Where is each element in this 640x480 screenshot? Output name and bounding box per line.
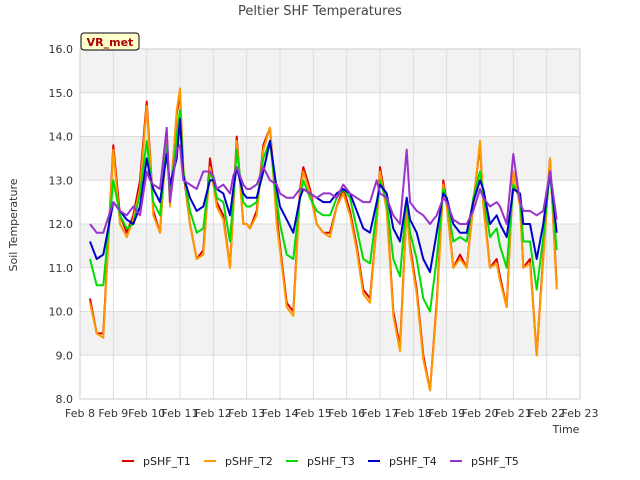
x-tick-label: Feb 15: [295, 407, 332, 420]
legend-label-pSHF_T2: pSHF_T2: [225, 455, 273, 468]
legend-label-pSHF_T1: pSHF_T1: [143, 455, 191, 468]
chart-title: Peltier SHF Temperatures: [238, 4, 402, 19]
x-tick-label: Feb 17: [362, 407, 399, 420]
plot-band: [80, 136, 580, 181]
y-axis-label: Soil Temperature: [7, 178, 20, 271]
x-tick-label: Feb 14: [262, 407, 299, 420]
y-tick-label: 8.0: [56, 393, 74, 406]
y-tick-label: 13.0: [49, 174, 74, 187]
y-tick-label: 15.0: [49, 87, 74, 100]
x-axis-label: Time: [552, 423, 580, 436]
x-tick-label: Feb 11: [162, 407, 199, 420]
x-tick-label: Feb 13: [228, 407, 265, 420]
y-tick-label: 11.0: [49, 262, 74, 275]
x-tick-label: Feb 22: [528, 407, 565, 420]
y-tick-label: 16.0: [49, 43, 74, 56]
x-tick-label: Feb 18: [395, 407, 432, 420]
vr-met-label: VR_met: [87, 36, 134, 49]
x-tick-label: Feb 12: [195, 407, 232, 420]
y-tick-label: 9.0: [56, 349, 74, 362]
x-tick-label: Feb 21: [495, 407, 532, 420]
plot-border: [79, 48, 581, 400]
legend: pSHF_T1 pSHF_T2 pSHF_T3 pSHF_T4 pSHF_T5: [122, 455, 519, 468]
series-line-pSHF_T5: [89, 126, 558, 234]
vr-met-badge: VR_met: [80, 32, 140, 51]
x-tick-label: Feb 19: [428, 407, 465, 420]
plot-band: [80, 49, 580, 93]
x-tick-label: Feb 9: [98, 407, 128, 420]
legend-label-pSHF_T5: pSHF_T5: [471, 455, 519, 468]
legend-label-pSHF_T4: pSHF_T4: [389, 455, 437, 468]
x-tick-label: Feb 8: [65, 407, 95, 420]
series-lines: [89, 87, 558, 392]
x-tick-label: Feb 10: [128, 407, 165, 420]
y-tick-label: 12.0: [49, 218, 74, 231]
x-tick-label: Feb 16: [328, 407, 365, 420]
y-axis: 8.0 9.0 10.0 11.0 12.0 13.0 14.0 15.0 16.0: [49, 43, 74, 406]
legend-label-pSHF_T3: pSHF_T3: [307, 455, 355, 468]
y-tick-label: 10.0: [49, 306, 74, 319]
y-tick-label: 14.0: [49, 131, 74, 144]
x-tick-label: Feb 23: [562, 407, 599, 420]
plot-band: [80, 311, 580, 356]
x-tick-label: Feb 20: [462, 407, 499, 420]
